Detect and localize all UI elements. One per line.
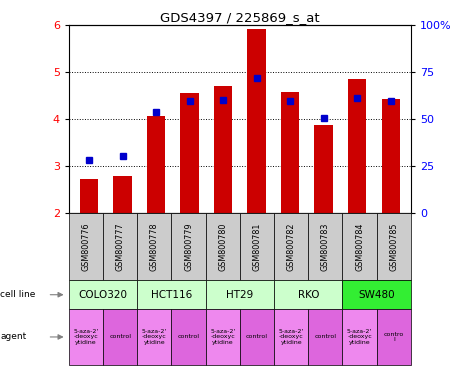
Title: GDS4397 / 225869_s_at: GDS4397 / 225869_s_at: [160, 11, 320, 24]
Text: HT29: HT29: [226, 290, 254, 300]
Text: GSM800783: GSM800783: [321, 223, 330, 271]
Bar: [147, 116, 165, 213]
Text: agent: agent: [0, 333, 27, 341]
Text: GSM800779: GSM800779: [184, 222, 193, 271]
Text: GSM800784: GSM800784: [355, 223, 364, 271]
Text: GSM800780: GSM800780: [218, 223, 227, 271]
Bar: [281, 92, 299, 213]
Bar: [314, 125, 333, 213]
Text: GSM800782: GSM800782: [287, 222, 295, 271]
Bar: [214, 86, 232, 213]
Text: 5-aza-2'
-deoxyc
ytidine: 5-aza-2' -deoxyc ytidine: [73, 329, 99, 345]
Text: 5-aza-2'
-deoxyc
ytidine: 5-aza-2' -deoxyc ytidine: [278, 329, 304, 345]
Text: contro
l: contro l: [384, 331, 404, 343]
Text: SW480: SW480: [358, 290, 395, 300]
Bar: [80, 179, 98, 213]
Text: control: control: [109, 334, 131, 339]
Text: control: control: [314, 334, 336, 339]
Bar: [247, 29, 266, 213]
Text: control: control: [246, 334, 268, 339]
Bar: [381, 99, 400, 213]
Text: cell line: cell line: [0, 290, 36, 299]
Text: COLO320: COLO320: [78, 290, 128, 300]
Bar: [180, 93, 199, 213]
Text: 5-aza-2'
-deoxyc
ytidine: 5-aza-2' -deoxyc ytidine: [347, 329, 372, 345]
Text: GSM800785: GSM800785: [390, 222, 398, 271]
Text: GSM800781: GSM800781: [253, 223, 261, 271]
Text: GSM800776: GSM800776: [82, 222, 90, 271]
Text: GSM800778: GSM800778: [150, 222, 159, 271]
Text: RKO: RKO: [297, 290, 319, 300]
Bar: [348, 79, 366, 213]
Bar: [114, 176, 132, 213]
Text: HCT116: HCT116: [151, 290, 192, 300]
Text: 5-aza-2'
-deoxyc
ytidine: 5-aza-2' -deoxyc ytidine: [142, 329, 167, 345]
Text: 5-aza-2'
-deoxyc
ytidine: 5-aza-2' -deoxyc ytidine: [210, 329, 236, 345]
Text: control: control: [178, 334, 200, 339]
Text: GSM800777: GSM800777: [116, 222, 124, 271]
